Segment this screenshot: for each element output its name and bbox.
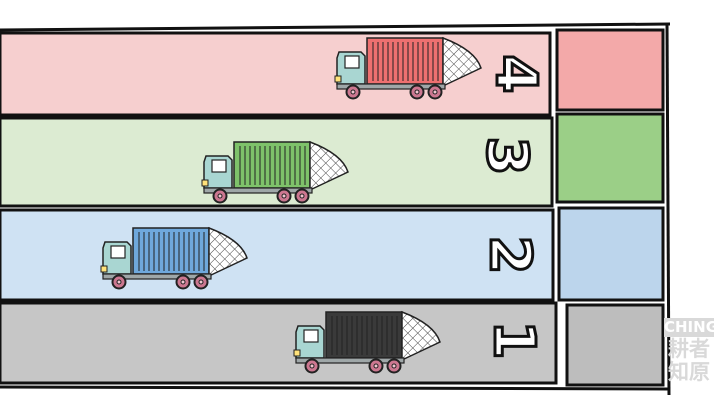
truck-headlight: [100, 265, 108, 273]
lane-4-number: 4: [483, 55, 548, 94]
lane-2-truck[interactable]: [100, 226, 248, 290]
truck-hopper: [208, 226, 248, 278]
lane-3-goal-box: [555, 112, 665, 204]
truck-wheel-hub: [217, 193, 223, 199]
lane-3-number: 3: [474, 137, 539, 176]
truck-wheel-hub: [432, 89, 438, 95]
lane-1-number: 1: [481, 321, 546, 360]
watermark-line1: CHING: [664, 318, 719, 337]
truck-wheel-hub: [116, 279, 122, 285]
truck-window: [303, 329, 319, 343]
lane-2: 2: [0, 206, 665, 302]
lane-4-goal-box: [555, 28, 665, 112]
lane-3-truck[interactable]: [201, 140, 349, 204]
truck-chassis: [203, 187, 313, 194]
truck-wheel-hub: [299, 193, 305, 199]
watermark-line2: 耕者: [668, 337, 710, 361]
truck-chassis: [295, 357, 405, 364]
truck-hopper: [309, 140, 349, 192]
truck-window: [211, 159, 227, 173]
lane-3: 3: [0, 112, 665, 208]
lane-1-goal-box: [565, 303, 665, 387]
truck-window: [110, 245, 126, 259]
lane-4-truck[interactable]: [334, 36, 482, 100]
lane-2-track: [0, 208, 555, 302]
truck-hopper: [442, 36, 482, 88]
truck-window: [344, 55, 360, 69]
truck-hopper: [401, 310, 441, 362]
watermark-line3: 知原: [668, 360, 710, 384]
truck-wheel-hub: [373, 363, 379, 369]
lane-4: 4: [0, 28, 665, 117]
truck-wheel-hub: [281, 193, 287, 199]
lane-1: 1: [0, 301, 665, 387]
truck-chassis: [336, 83, 446, 90]
truck-headlight: [201, 179, 209, 187]
watermark-logo: CHING 耕者 知原: [664, 318, 719, 384]
lane-1-track: [0, 301, 558, 385]
truck-container: [233, 141, 311, 189]
truck-wheel-hub: [350, 89, 356, 95]
truck-headlight: [293, 349, 301, 357]
truck-wheel-hub: [198, 279, 204, 285]
board-top-edge: [0, 22, 671, 32]
truck-wheel-hub: [391, 363, 397, 369]
lane-2-goal-box: [557, 206, 665, 302]
lane-1-truck[interactable]: [293, 310, 441, 374]
board-bottom-edge: [0, 385, 669, 391]
truck-chassis: [102, 273, 212, 280]
truck-wheel-hub: [180, 279, 186, 285]
lane-2-number: 2: [477, 236, 542, 275]
truck-headlight: [334, 75, 342, 83]
truck-wheel-hub: [309, 363, 315, 369]
truck-container: [366, 37, 444, 85]
truck-wheel-hub: [414, 89, 420, 95]
